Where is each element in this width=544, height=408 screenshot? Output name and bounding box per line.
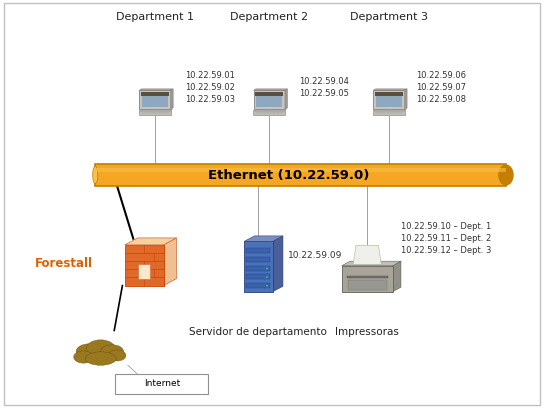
Text: Department 2: Department 2 <box>230 12 308 22</box>
Polygon shape <box>171 89 173 109</box>
FancyBboxPatch shape <box>375 92 403 95</box>
Polygon shape <box>140 110 171 111</box>
FancyBboxPatch shape <box>246 257 270 262</box>
Text: 10.22.59.10 – Dept. 1
10.22.59.11 – Dept. 2
10.22.59.12 – Dept. 3: 10.22.59.10 – Dept. 1 10.22.59.11 – Dept… <box>401 222 491 255</box>
Text: Internet: Internet <box>144 379 180 388</box>
Ellipse shape <box>108 350 126 361</box>
Text: Department 3: Department 3 <box>350 12 428 22</box>
Polygon shape <box>254 89 287 90</box>
Polygon shape <box>342 261 401 266</box>
FancyBboxPatch shape <box>376 96 402 107</box>
FancyBboxPatch shape <box>139 90 171 109</box>
FancyBboxPatch shape <box>95 168 506 173</box>
Text: 10.22.59.01
10.22.59.02
10.22.59.03: 10.22.59.01 10.22.59.02 10.22.59.03 <box>185 71 235 104</box>
Text: Impressoras: Impressoras <box>335 326 399 337</box>
Text: Servidor de departamento: Servidor de departamento <box>189 326 327 337</box>
FancyBboxPatch shape <box>348 280 387 290</box>
Text: Forestall: Forestall <box>35 257 94 270</box>
FancyBboxPatch shape <box>386 109 392 111</box>
FancyBboxPatch shape <box>253 111 285 115</box>
Ellipse shape <box>76 344 102 359</box>
Polygon shape <box>125 238 176 245</box>
FancyBboxPatch shape <box>255 92 283 95</box>
Polygon shape <box>374 110 405 111</box>
Circle shape <box>266 285 268 286</box>
Polygon shape <box>254 110 286 111</box>
Polygon shape <box>373 89 407 90</box>
FancyBboxPatch shape <box>139 111 171 115</box>
Polygon shape <box>244 236 283 242</box>
Ellipse shape <box>101 345 123 358</box>
FancyBboxPatch shape <box>142 96 168 107</box>
FancyBboxPatch shape <box>141 92 169 95</box>
FancyBboxPatch shape <box>246 283 270 288</box>
FancyBboxPatch shape <box>373 90 405 109</box>
FancyBboxPatch shape <box>261 111 277 113</box>
Polygon shape <box>393 261 401 292</box>
FancyBboxPatch shape <box>246 266 270 271</box>
FancyBboxPatch shape <box>342 266 393 292</box>
Polygon shape <box>285 89 287 109</box>
Text: Ethernet (10.22.59.0): Ethernet (10.22.59.0) <box>208 169 369 182</box>
FancyBboxPatch shape <box>246 248 270 253</box>
Polygon shape <box>273 236 283 292</box>
FancyBboxPatch shape <box>95 164 506 186</box>
FancyBboxPatch shape <box>254 90 285 109</box>
FancyBboxPatch shape <box>246 274 270 279</box>
FancyBboxPatch shape <box>347 275 387 278</box>
Polygon shape <box>353 245 381 264</box>
Polygon shape <box>139 89 173 90</box>
Text: 10.22.59.06
10.22.59.07
10.22.59.08: 10.22.59.06 10.22.59.07 10.22.59.08 <box>416 71 466 104</box>
Text: 10.22.59.09: 10.22.59.09 <box>288 251 343 259</box>
Ellipse shape <box>86 340 115 357</box>
Ellipse shape <box>85 352 116 365</box>
Circle shape <box>266 276 268 278</box>
FancyBboxPatch shape <box>115 374 208 394</box>
Polygon shape <box>405 89 407 109</box>
Circle shape <box>266 268 268 269</box>
FancyBboxPatch shape <box>147 111 163 113</box>
Ellipse shape <box>92 166 98 184</box>
FancyBboxPatch shape <box>244 242 273 292</box>
FancyBboxPatch shape <box>266 109 273 111</box>
Text: Department 1: Department 1 <box>116 12 194 22</box>
Text: 10.22.59.04
10.22.59.05: 10.22.59.04 10.22.59.05 <box>299 78 349 98</box>
Polygon shape <box>164 238 176 286</box>
FancyBboxPatch shape <box>152 109 158 111</box>
Ellipse shape <box>74 351 94 363</box>
FancyBboxPatch shape <box>125 245 164 286</box>
FancyBboxPatch shape <box>138 264 150 279</box>
FancyBboxPatch shape <box>373 111 405 115</box>
FancyBboxPatch shape <box>381 111 397 113</box>
FancyBboxPatch shape <box>256 96 282 107</box>
Ellipse shape <box>498 164 514 186</box>
